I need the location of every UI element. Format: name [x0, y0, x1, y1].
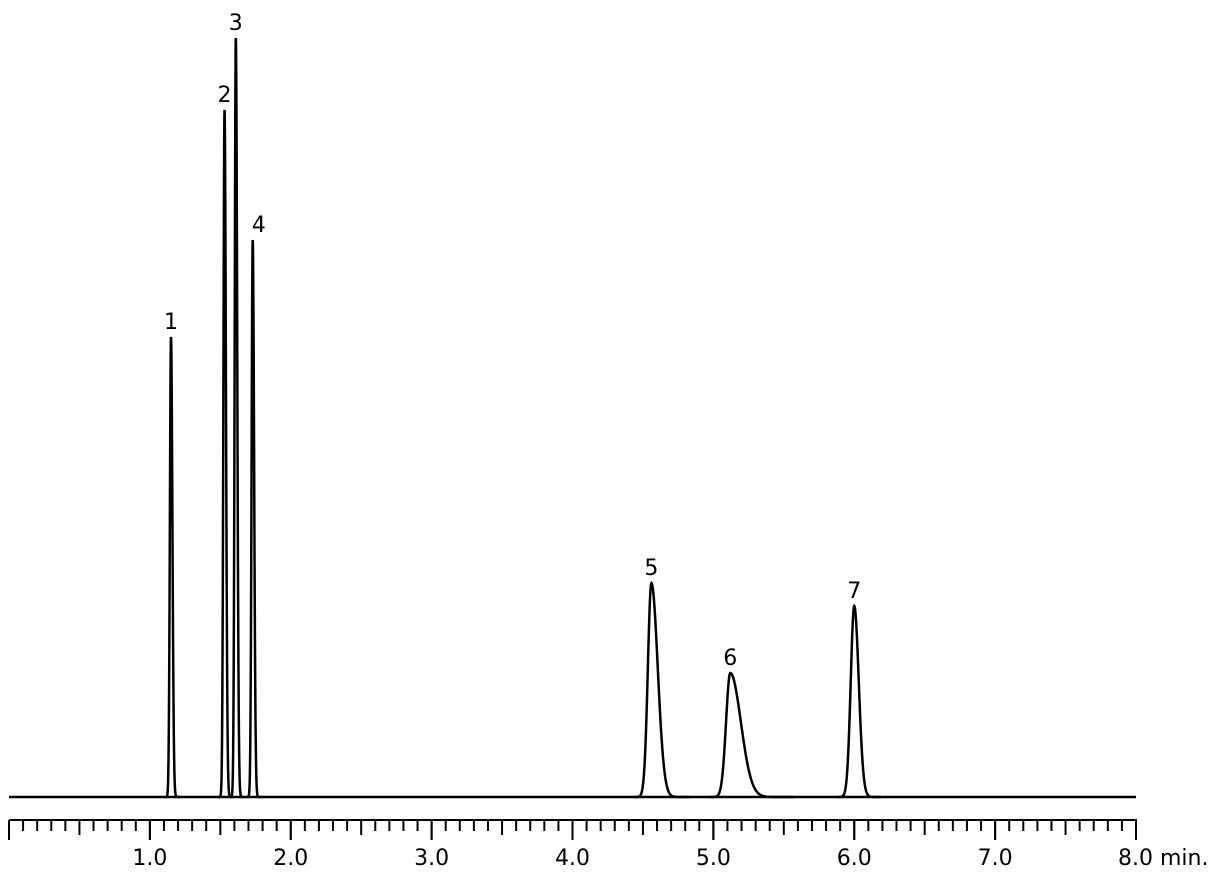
peak-label: 4	[252, 213, 266, 238]
peak-label: 3	[229, 11, 243, 36]
peak-label: 6	[723, 646, 737, 671]
peak-label: 1	[164, 310, 178, 335]
peak-label: 7	[847, 579, 861, 604]
x-tick-label: 6.0	[837, 846, 872, 871]
peak	[247, 239, 262, 799]
x-tick-label: 7.0	[978, 846, 1013, 871]
x-tick-label: 8.0 min.	[1118, 846, 1208, 871]
x-tick-label: 3.0	[414, 846, 449, 871]
peak	[230, 37, 245, 799]
x-tick-label: 1.0	[132, 846, 167, 871]
peak	[836, 603, 882, 799]
x-tick-label: 4.0	[555, 846, 590, 871]
x-tick-label: 5.0	[696, 846, 731, 871]
x-tick-label: 2.0	[273, 846, 308, 871]
peak	[709, 671, 794, 799]
peak-label: 2	[218, 83, 232, 108]
peak	[218, 109, 233, 799]
peak	[165, 336, 180, 799]
peak	[633, 580, 690, 799]
peak-label: 5	[644, 556, 658, 581]
